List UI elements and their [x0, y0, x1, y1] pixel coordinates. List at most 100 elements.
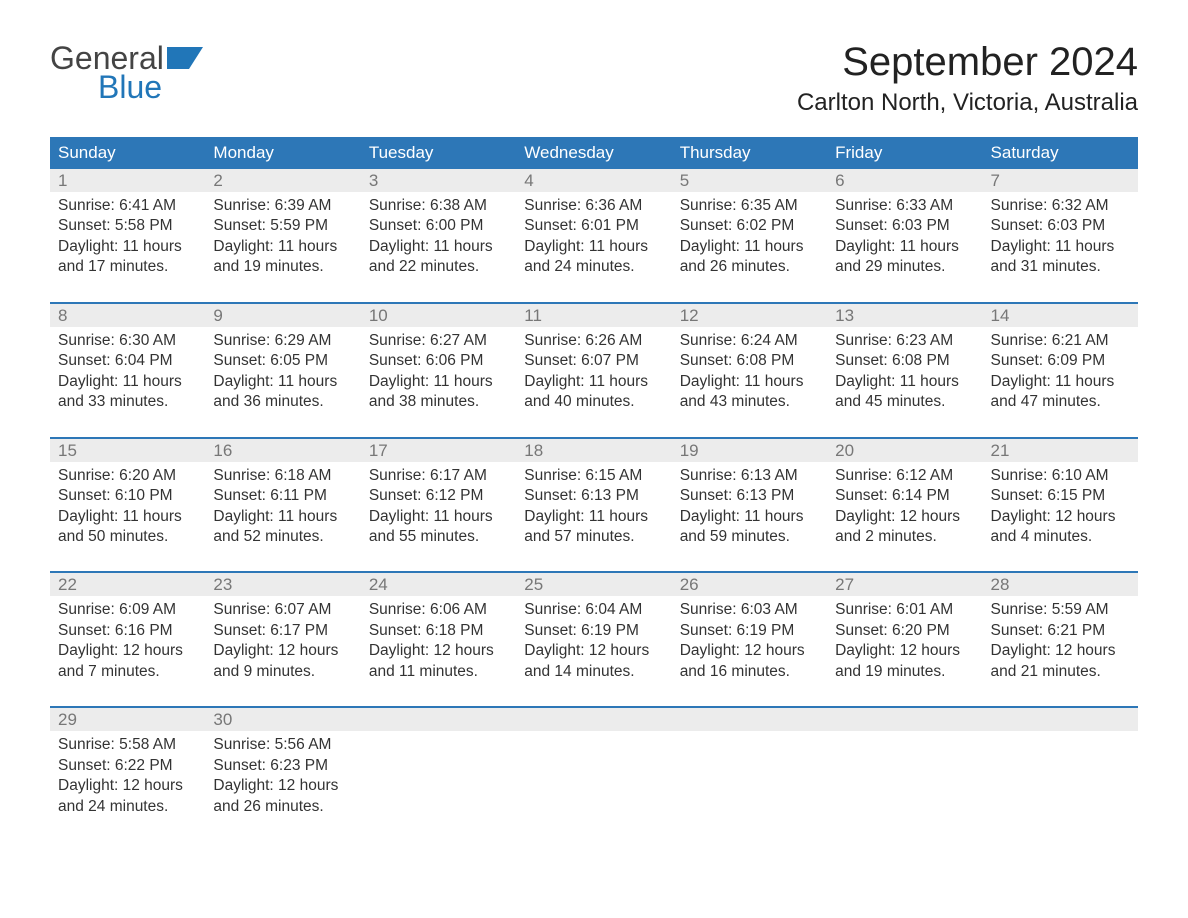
week-row: 891011121314Sunrise: 6:30 AMSunset: 6:04…	[50, 302, 1138, 421]
day-content-row: Sunrise: 6:30 AMSunset: 6:04 PM Daylight:…	[50, 327, 1138, 421]
day-number: 24	[361, 573, 516, 596]
day-dl2: and 55 minutes.	[369, 527, 508, 547]
dow-friday: Friday	[827, 137, 982, 169]
day-number: 16	[205, 439, 360, 462]
day-dl1: Daylight: 12 hours	[835, 641, 974, 661]
day-cell: Sunrise: 6:20 AMSunset: 6:10 PMDaylight:…	[50, 462, 205, 556]
day-cell: Sunrise: 6:04 AMSunset: 6:19 PMDaylight:…	[516, 596, 671, 690]
day-dl1: Daylight: 12 hours	[213, 641, 352, 661]
day-dl1: Daylight: 11 hours	[213, 372, 352, 392]
day-dl2: and 29 minutes.	[835, 257, 974, 277]
day-dl1: Daylight: 11 hours	[524, 372, 663, 392]
day-sunrise: Sunrise: 6:03 AM	[680, 600, 819, 620]
day-dl1: Daylight: 12 hours	[991, 507, 1130, 527]
day-cell: Sunrise: 6:36 AMSunset: 6:01 PMDaylight:…	[516, 192, 671, 286]
day-sunset: Sunset: 6:15 PM	[991, 486, 1130, 506]
day-sunset: Sunset: 6:00 PM	[369, 216, 508, 236]
day-content-row: Sunrise: 6:09 AMSunset: 6:16 PMDaylight:…	[50, 596, 1138, 690]
month-title: September 2024	[797, 40, 1138, 85]
day-content-row: Sunrise: 6:20 AMSunset: 6:10 PMDaylight:…	[50, 462, 1138, 556]
day-dl2: and 22 minutes.	[369, 257, 508, 277]
day-dl1: Daylight: 11 hours	[680, 507, 819, 527]
day-content-row: Sunrise: 5:58 AMSunset: 6:22 PMDaylight:…	[50, 731, 1138, 825]
day-cell: Sunrise: 6:12 AMSunset: 6:14 PMDaylight:…	[827, 462, 982, 556]
week-row: 2930Sunrise: 5:58 AMSunset: 6:22 PMDayli…	[50, 706, 1138, 825]
day-sunrise: Sunrise: 6:07 AM	[213, 600, 352, 620]
day-sunset: Sunset: 6:08 PM	[680, 351, 819, 371]
day-sunrise: Sunrise: 6:26 AM	[524, 331, 663, 351]
day-cell: Sunrise: 6:13 AMSunset: 6:13 PMDaylight:…	[672, 462, 827, 556]
day-dl1: Daylight: 12 hours	[680, 641, 819, 661]
day-sunset: Sunset: 6:13 PM	[680, 486, 819, 506]
day-number-row: 1234567	[50, 169, 1138, 192]
day-cell: Sunrise: 6:06 AMSunset: 6:18 PMDaylight:…	[361, 596, 516, 690]
day-number: 20	[827, 439, 982, 462]
week-row: 22232425262728Sunrise: 6:09 AMSunset: 6:…	[50, 571, 1138, 690]
day-number	[983, 708, 1138, 731]
day-sunrise: Sunrise: 6:12 AM	[835, 466, 974, 486]
day-number: 21	[983, 439, 1138, 462]
location-title: Carlton North, Victoria, Australia	[797, 89, 1138, 117]
day-number: 2	[205, 169, 360, 192]
day-sunset: Sunset: 6:21 PM	[991, 621, 1130, 641]
day-number: 18	[516, 439, 671, 462]
day-sunrise: Sunrise: 6:13 AM	[680, 466, 819, 486]
day-sunset: Sunset: 6:23 PM	[213, 756, 352, 776]
day-sunrise: Sunrise: 6:15 AM	[524, 466, 663, 486]
day-sunset: Sunset: 6:03 PM	[991, 216, 1130, 236]
page-header: General Blue September 2024 Carlton Nort…	[50, 40, 1138, 117]
day-cell	[361, 731, 516, 825]
day-dl1: Daylight: 11 hours	[524, 507, 663, 527]
day-number: 22	[50, 573, 205, 596]
day-sunset: Sunset: 6:07 PM	[524, 351, 663, 371]
day-cell	[983, 731, 1138, 825]
day-sunset: Sunset: 6:11 PM	[213, 486, 352, 506]
day-sunset: Sunset: 6:04 PM	[58, 351, 197, 371]
day-dl1: Daylight: 12 hours	[524, 641, 663, 661]
day-sunrise: Sunrise: 6:33 AM	[835, 196, 974, 216]
day-number: 4	[516, 169, 671, 192]
day-cell	[672, 731, 827, 825]
day-number: 19	[672, 439, 827, 462]
day-dl1: Daylight: 11 hours	[835, 372, 974, 392]
day-sunset: Sunset: 5:58 PM	[58, 216, 197, 236]
day-sunset: Sunset: 6:18 PM	[369, 621, 508, 641]
day-cell: Sunrise: 6:41 AMSunset: 5:58 PMDaylight:…	[50, 192, 205, 286]
day-sunset: Sunset: 6:02 PM	[680, 216, 819, 236]
day-dl2: and 38 minutes.	[369, 392, 508, 412]
day-sunrise: Sunrise: 6:35 AM	[680, 196, 819, 216]
day-cell	[516, 731, 671, 825]
day-sunrise: Sunrise: 6:06 AM	[369, 600, 508, 620]
logo-text-blue: Blue	[98, 69, 203, 106]
day-dl2: and 21 minutes.	[991, 662, 1130, 682]
day-sunset: Sunset: 6:16 PM	[58, 621, 197, 641]
day-sunset: Sunset: 6:22 PM	[58, 756, 197, 776]
day-cell: Sunrise: 6:09 AMSunset: 6:16 PMDaylight:…	[50, 596, 205, 690]
day-dl1: Daylight: 11 hours	[680, 237, 819, 257]
day-sunset: Sunset: 6:12 PM	[369, 486, 508, 506]
day-dl2: and 24 minutes.	[58, 797, 197, 817]
day-cell: Sunrise: 6:03 AMSunset: 6:19 PMDaylight:…	[672, 596, 827, 690]
day-dl2: and 14 minutes.	[524, 662, 663, 682]
day-number: 10	[361, 304, 516, 327]
day-sunrise: Sunrise: 6:04 AM	[524, 600, 663, 620]
day-cell: Sunrise: 6:21 AMSunset: 6:09 PMDaylight:…	[983, 327, 1138, 421]
day-sunset: Sunset: 6:14 PM	[835, 486, 974, 506]
day-sunset: Sunset: 6:19 PM	[680, 621, 819, 641]
day-sunrise: Sunrise: 6:39 AM	[213, 196, 352, 216]
day-sunrise: Sunrise: 6:30 AM	[58, 331, 197, 351]
day-sunset: Sunset: 5:59 PM	[213, 216, 352, 236]
day-number	[827, 708, 982, 731]
day-dl1: Daylight: 11 hours	[369, 507, 508, 527]
day-dl1: Daylight: 11 hours	[835, 237, 974, 257]
day-dl2: and 31 minutes.	[991, 257, 1130, 277]
day-dl2: and 33 minutes.	[58, 392, 197, 412]
day-cell: Sunrise: 6:33 AMSunset: 6:03 PMDaylight:…	[827, 192, 982, 286]
day-dl2: and 40 minutes.	[524, 392, 663, 412]
day-dl1: Daylight: 11 hours	[369, 237, 508, 257]
day-dl1: Daylight: 12 hours	[213, 776, 352, 796]
dow-sunday: Sunday	[50, 137, 205, 169]
week-row: 1234567Sunrise: 6:41 AMSunset: 5:58 PMDa…	[50, 169, 1138, 286]
day-sunrise: Sunrise: 6:24 AM	[680, 331, 819, 351]
day-sunrise: Sunrise: 6:38 AM	[369, 196, 508, 216]
